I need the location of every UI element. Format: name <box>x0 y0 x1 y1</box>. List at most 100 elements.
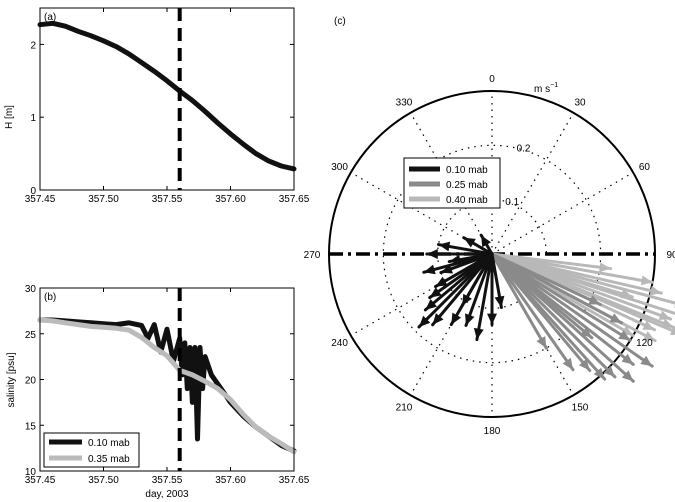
panel-b-x-tick-label: 357.55 <box>152 475 183 486</box>
panel-a-ticks: 357.45 357.50 357.55 357.60 357.65 0 1 2 <box>25 8 310 205</box>
panel-c-vector-arrowhead <box>658 310 671 320</box>
panel-c-angle-label: 180 <box>484 426 501 437</box>
panel-c-legend-label-0: 0.10 mab <box>446 165 488 176</box>
panel-c-vector-arrowhead <box>593 367 605 380</box>
panel-c-angle-label: 240 <box>331 338 348 349</box>
panel-c-vector-arrowhead <box>487 313 497 325</box>
panel-c-series-0 <box>417 233 505 342</box>
panel-c-angle-label: 270 <box>304 250 321 261</box>
panel-c-radial-unit: m s−1 <box>534 82 558 95</box>
panel-c-vector-arrowhead <box>473 327 484 340</box>
panel-c-series-1 <box>490 252 654 383</box>
panel-c-vector-shaft <box>490 252 617 379</box>
panel-c-vector-arrowhead <box>649 285 662 296</box>
panel-c-vector-arrowhead <box>463 237 476 248</box>
panel-c-vector-arrowhead <box>620 288 633 299</box>
panel-c-spoke <box>409 112 493 255</box>
panel-c-vector-arrowhead <box>621 370 634 382</box>
panel-b-salinity-chart: 357.45 357.50 357.55 357.60 357.65 10 15 20 25 30… <box>6 284 310 500</box>
panel-c-vector-arrowhead <box>621 353 634 365</box>
panel-c-vector-arrowhead <box>438 241 451 252</box>
panel-a-x-tick-label: 357.65 <box>279 194 310 205</box>
panel-b-x-tick-label: 357.60 <box>215 475 246 486</box>
panel-b-series-line-0 <box>37 317 297 454</box>
panel-c-vector-arrowhead <box>481 235 491 248</box>
panel-c-angle-labels: 0 30 60 90 120 150 180 210 240 270 300 330 0.1 0.2 <box>304 74 675 437</box>
panel-a-series-line-0 <box>37 20 297 172</box>
panel-c-vector-arrowhead <box>462 293 472 306</box>
panel-a-axes-frame <box>39 7 295 191</box>
panel-c-vector-arrowhead <box>588 295 601 305</box>
panel-a-label: (a) <box>44 12 56 23</box>
panel-c-vector-arrowhead <box>618 330 631 341</box>
panel-c-current-rose: (c) 0 30 60 90 120 150 180 210 240 270 300 330 0.1 0.… <box>304 16 675 437</box>
panel-c-angle-label: 90 <box>666 250 675 261</box>
panel-b-y-tick-label: 30 <box>25 284 37 295</box>
panel-c-vector-shaft <box>422 252 494 274</box>
panel-b-legend-label-0: 0.10 mab <box>88 438 130 449</box>
panel-c-vector-arrowhead <box>640 355 653 367</box>
panel-c-vector-shaft <box>490 252 634 299</box>
panel-c-vector-arrowhead <box>419 315 431 327</box>
panel-c-unit-label: m s−1 <box>534 82 558 95</box>
panel-c-vector-shaft <box>490 252 575 372</box>
panel-c-vector-arrowhead <box>609 313 622 323</box>
panel-c-vector-arrowhead <box>432 313 444 325</box>
panel-c-vector-arrowhead <box>642 320 655 330</box>
panel-c-vector-arrowhead <box>599 262 611 273</box>
panel-b-x-tick-label: 357.65 <box>279 475 310 486</box>
panel-a-y-axis-label: H [m] <box>4 105 15 129</box>
panel-b-y-tick-label: 20 <box>25 376 37 387</box>
panel-c-vector-arrowhead <box>426 249 438 259</box>
panel-c-vector-arrowhead <box>661 318 674 328</box>
panel-b-y-axis-label: salinity [psu] <box>6 352 17 407</box>
panel-c-vector-arrowhead <box>603 365 615 377</box>
panel-a-plot-area <box>37 8 297 190</box>
panel-c-vector-arrowhead <box>451 312 462 325</box>
panel-c-legend-label-2: 0.40 mab <box>446 195 488 206</box>
panel-c-label: (c) <box>334 16 346 27</box>
panel-a-y-tick-label: 2 <box>30 40 36 51</box>
panel-c-vector-shaft <box>428 252 494 300</box>
panel-c-vector-shaft <box>490 252 632 342</box>
panel-c-angle-label: 300 <box>331 162 348 173</box>
panel-c-vector-shaft <box>490 252 548 350</box>
panel-a-y-tick-label: 1 <box>30 113 36 124</box>
panel-c-legend: 0.10 mab 0.25 mab 0.40 mab <box>403 157 501 209</box>
panel-c-vector-shaft <box>490 252 602 307</box>
panel-b-legend-label-1: 0.35 mab <box>88 454 130 465</box>
panel-c-angle-label: 60 <box>639 162 651 173</box>
panel-c-vector-arrowhead <box>536 336 547 349</box>
panel-c-vector-shaft <box>475 252 494 342</box>
panel-c-angle-label: 150 <box>572 402 589 413</box>
panel-c-radial-tick-label: 0.2 <box>517 144 531 155</box>
panel-c-vector-shaft <box>490 252 594 340</box>
panel-c-vector-arrowhead <box>429 287 442 298</box>
panel-c-angle-label: 30 <box>574 98 586 109</box>
panel-a-y-tick-label: 0 <box>30 186 36 197</box>
panel-a-x-tick-label: 357.45 <box>25 194 56 205</box>
panel-c-vector-arrowhead <box>465 313 475 326</box>
panel-a-salinity-height-chart: 357.45 357.50 357.55 357.60 357.65 0 1 2 (a) H … <box>4 7 310 205</box>
panel-c-vector-arrowhead <box>423 264 436 275</box>
panel-c-spoke <box>491 171 634 255</box>
panel-a-x-tick-label: 357.60 <box>215 194 246 205</box>
panel-c-vector-shaft <box>490 252 613 271</box>
panel-c-angle-label: 0 <box>489 74 495 85</box>
panel-c-vector-shaft <box>490 252 654 368</box>
panel-b-y-tick-label: 10 <box>25 467 37 478</box>
panel-c-vector-shaft <box>490 252 607 381</box>
panel-c-legend-label-1: 0.25 mab <box>446 180 488 191</box>
panel-c-angle-label: 120 <box>636 338 653 349</box>
panel-c-vector-arrowhead <box>643 331 656 341</box>
panel-c-spoke <box>491 112 575 255</box>
panel-b-legend: 0.10 mab 0.35 mab <box>43 432 140 468</box>
panel-b-legend-box <box>43 432 140 468</box>
panel-b-x-tick-label: 357.50 <box>88 475 119 486</box>
panel-c-vectors <box>417 233 675 383</box>
panel-b-x-axis-label: day, 2003 <box>145 489 189 500</box>
panel-c-vector-arrowhead <box>425 299 437 310</box>
panel-a-x-tick-label: 357.50 <box>88 194 119 205</box>
panel-b-x-tick-label: 357.45 <box>25 475 56 486</box>
panel-c-angle-label: 210 <box>396 402 413 413</box>
